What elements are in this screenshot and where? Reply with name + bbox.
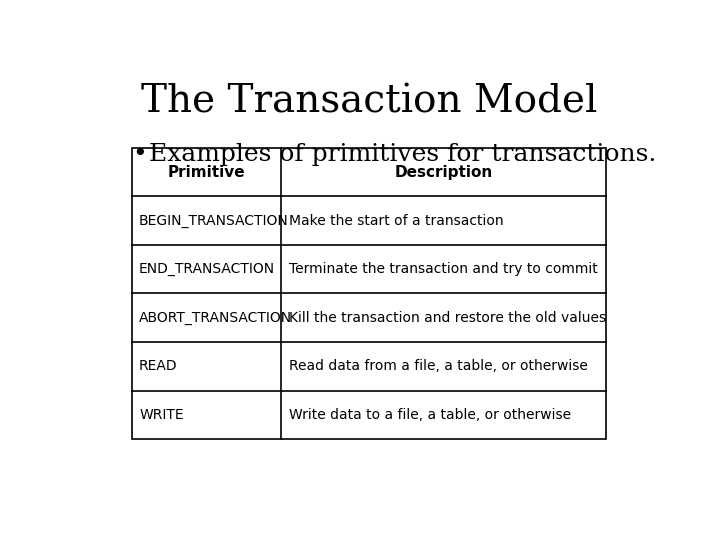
Text: •: • bbox=[132, 142, 147, 166]
Text: Write data to a file, a table, or otherwise: Write data to a file, a table, or otherw… bbox=[289, 408, 571, 422]
Text: BEGIN_TRANSACTION: BEGIN_TRANSACTION bbox=[139, 214, 289, 228]
Text: The Transaction Model: The Transaction Model bbox=[141, 84, 597, 121]
Text: READ: READ bbox=[139, 359, 178, 373]
Text: WRITE: WRITE bbox=[139, 408, 184, 422]
Text: Description: Description bbox=[395, 165, 492, 180]
Text: Primitive: Primitive bbox=[168, 165, 246, 180]
Text: Read data from a file, a table, or otherwise: Read data from a file, a table, or other… bbox=[289, 359, 588, 373]
Text: Examples of primitives for transactions.: Examples of primitives for transactions. bbox=[148, 143, 656, 166]
Text: Kill the transaction and restore the old values: Kill the transaction and restore the old… bbox=[289, 310, 606, 325]
Text: END_TRANSACTION: END_TRANSACTION bbox=[139, 262, 275, 276]
Text: Terminate the transaction and try to commit: Terminate the transaction and try to com… bbox=[289, 262, 598, 276]
Text: Make the start of a transaction: Make the start of a transaction bbox=[289, 214, 503, 228]
Bar bbox=[132, 148, 606, 439]
Text: ABORT_TRANSACTION: ABORT_TRANSACTION bbox=[139, 310, 292, 325]
